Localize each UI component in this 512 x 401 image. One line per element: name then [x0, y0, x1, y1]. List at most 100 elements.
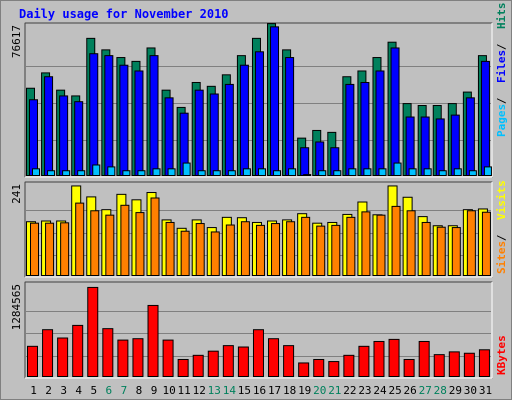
pages-bar [242, 168, 251, 177]
sites-bar [421, 221, 431, 277]
pages-bar [288, 168, 297, 177]
pages-bar [318, 170, 327, 176]
sites-bar [361, 211, 371, 276]
x-tick-label: 4 [75, 384, 82, 397]
pages-bar [468, 170, 477, 176]
sites-bar [150, 197, 160, 276]
sites-bar [286, 221, 296, 276]
kbytes-bar [403, 358, 415, 377]
legend-pages: Pages [495, 104, 508, 137]
sites-bar [316, 225, 326, 276]
files-bar [435, 118, 445, 176]
sites-bar [391, 205, 401, 277]
sites-bar [135, 212, 145, 276]
x-tick-label: 22 [343, 384, 356, 397]
files-bar [450, 114, 460, 177]
files-bar [375, 70, 385, 176]
pages-bar [483, 166, 492, 177]
pages-bar [152, 168, 161, 177]
sites-bar [451, 227, 461, 276]
files-bar [390, 47, 400, 176]
kbytes-bar [162, 339, 174, 377]
kbytes-bar [192, 354, 204, 377]
pages-bar [107, 166, 116, 177]
x-tick-label: 11 [178, 384, 191, 397]
sites-bar [255, 224, 265, 276]
kbytes-bar [478, 349, 490, 378]
sites-bar [45, 222, 55, 276]
pages-bar [62, 170, 71, 176]
sites-bar [90, 210, 100, 277]
kbytes-bar [268, 338, 280, 377]
sites-bar [75, 202, 85, 276]
files-bar [420, 116, 430, 176]
kbytes-bar [298, 362, 310, 377]
x-tick-label: 21 [328, 384, 341, 397]
x-tick-label: 23 [358, 384, 371, 397]
sites-bar [120, 204, 130, 276]
pages-bar [182, 162, 191, 177]
files-bar [285, 57, 295, 176]
kbytes-bar [433, 354, 445, 378]
sites-bar [210, 231, 220, 277]
kbytes-bar [42, 329, 54, 378]
kbytes-bar [388, 338, 400, 377]
files-bar [345, 83, 355, 176]
sites-bar [271, 223, 281, 276]
pages-bar [227, 170, 236, 176]
pages-bar [423, 168, 432, 177]
pages-bar [438, 170, 447, 176]
pages-bar [348, 168, 357, 177]
files-bar [224, 83, 234, 176]
legend-separator: / [495, 234, 508, 241]
pages-bar [137, 170, 146, 176]
files-bar [405, 116, 415, 176]
pages-bar [303, 174, 312, 176]
x-tick-label: 10 [162, 384, 175, 397]
pages-bar [32, 168, 40, 177]
sites-bar [481, 211, 491, 276]
files-bar [209, 93, 219, 176]
kbytes-bar [283, 345, 295, 378]
x-tick-label: 6 [106, 384, 113, 397]
x-tick-label: 3 [60, 384, 67, 397]
sites-bar [346, 216, 356, 276]
panel-1-max-label: 76617 [10, 25, 23, 58]
kbytes-bar [373, 340, 385, 377]
sites-bar [165, 221, 175, 277]
x-tick-label: 25 [388, 384, 401, 397]
pages-bar [212, 170, 221, 176]
kbytes-bar [252, 329, 264, 378]
kbytes-bar [343, 354, 355, 377]
kbytes-bar [57, 337, 69, 377]
kbytes-bar [147, 304, 159, 378]
pages-bar [167, 168, 176, 177]
x-tick-label: 20 [313, 384, 326, 397]
sites-bar [60, 222, 70, 277]
kbytes-bar [102, 328, 114, 377]
x-tick-label: 9 [151, 384, 158, 397]
kbytes-bar [117, 339, 129, 377]
x-tick-label: 8 [136, 384, 143, 397]
files-bar [89, 53, 99, 177]
kbytes-bar [237, 346, 249, 378]
kbytes-bar [328, 361, 340, 377]
pages-bar [47, 170, 56, 176]
files-bar [480, 60, 490, 177]
sites-bar [30, 222, 39, 276]
x-tick-label: 16 [253, 384, 266, 397]
files-bar [194, 89, 204, 176]
kbytes-bar [358, 345, 370, 378]
legend-kbytes: KBytes [495, 335, 508, 375]
sites-bar [195, 223, 205, 276]
pages-bar [197, 170, 206, 176]
files-bar [164, 97, 174, 176]
legend-files: Files [495, 50, 508, 83]
x-tick-label: 26 [404, 384, 417, 397]
legend-separator: / [495, 43, 508, 50]
x-tick-label: 30 [464, 384, 477, 397]
legend-sites: Sites [495, 241, 508, 274]
files-bar [300, 147, 310, 177]
legend-separator: / [495, 97, 508, 104]
